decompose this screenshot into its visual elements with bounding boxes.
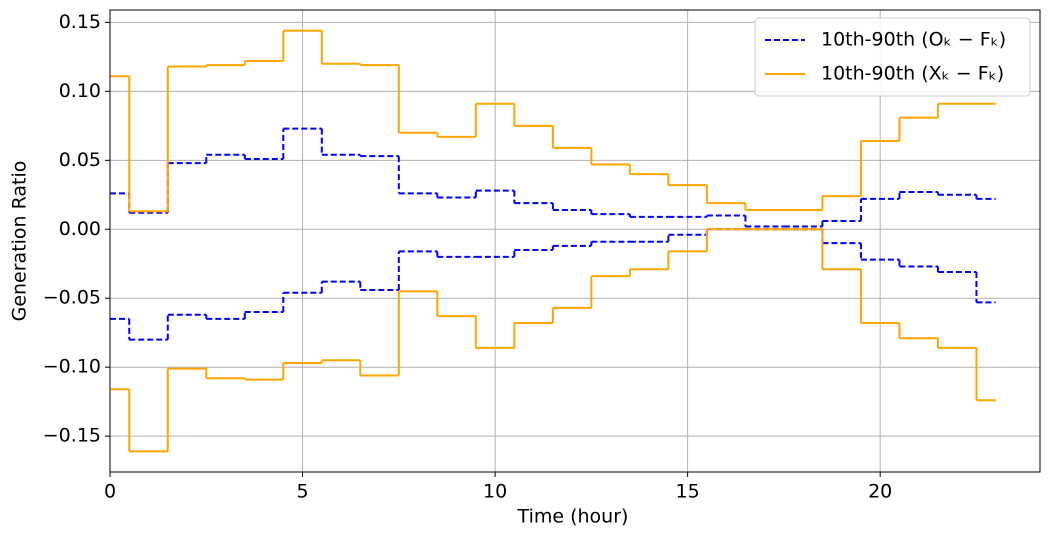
x-tick-label: 15 <box>676 481 700 503</box>
y-tick-label: 0.05 <box>59 149 101 171</box>
y-tick-label: 0.15 <box>59 11 101 33</box>
legend-label: 10th-90th (Xₖ − Fₖ) <box>821 63 1004 85</box>
y-tick-label: −0.05 <box>43 287 101 309</box>
legend-box <box>754 17 1031 97</box>
plot-frame <box>109 9 1041 473</box>
x-tick-label: 20 <box>868 481 892 503</box>
legend-label: 10th-90th (Oₖ − Fₖ) <box>821 29 1006 51</box>
x-tick-label: 10 <box>483 481 507 503</box>
y-tick-label: 0.10 <box>59 80 101 102</box>
y-axis-label: Generation Ratio <box>9 161 31 322</box>
y-tick-label: −0.15 <box>43 425 101 447</box>
y-tick-label: 0.00 <box>59 218 101 240</box>
x-tick-label: 5 <box>296 481 308 503</box>
x-axis-label: Time (hour) <box>517 506 629 528</box>
y-tick-label: −0.10 <box>43 356 101 378</box>
x-tick-label: 0 <box>104 481 116 503</box>
